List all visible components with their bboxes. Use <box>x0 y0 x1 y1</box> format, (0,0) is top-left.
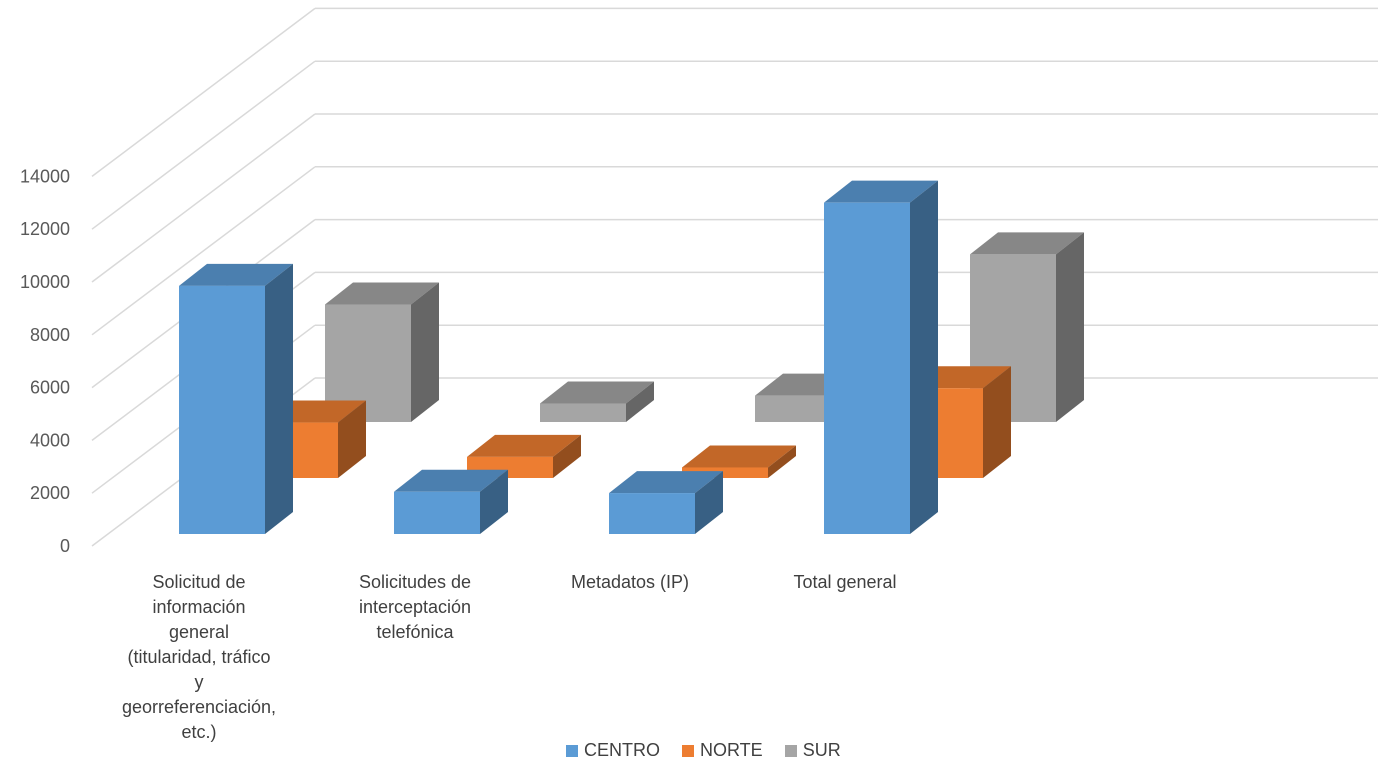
bar-front <box>179 285 265 534</box>
legend-swatch <box>682 744 694 757</box>
bar-side <box>411 282 439 422</box>
y-axis-ticks: 0 2000 4000 6000 8000 10000 12000 14000 <box>20 166 70 556</box>
y-tick-label: 10000 <box>20 272 70 292</box>
gridline-diagonal <box>91 7 316 177</box>
category-label: Solicitudes de interceptación telefónica <box>358 572 472 642</box>
bar-side <box>1056 232 1084 422</box>
y-tick-label: 8000 <box>30 325 70 345</box>
bar-side <box>983 366 1011 478</box>
bar-top <box>824 180 938 203</box>
bar-front <box>609 493 695 534</box>
bar-side <box>695 471 723 534</box>
bar-side <box>910 180 938 534</box>
bar-side <box>480 469 508 534</box>
bar-top <box>179 263 293 286</box>
y-tick-label: 0 <box>60 536 70 556</box>
bar-top <box>467 434 581 457</box>
bar-top <box>540 381 654 404</box>
bar-side <box>768 445 796 478</box>
gridline-diagonal <box>91 113 316 283</box>
bar-top <box>682 445 796 468</box>
bar-side <box>553 434 581 478</box>
y-tick-label: 6000 <box>30 378 70 398</box>
legend-item-norte: NORTE <box>682 740 763 761</box>
bar-centro <box>609 471 723 534</box>
y-tick-label: 4000 <box>30 430 70 450</box>
bar-top <box>325 282 439 305</box>
bars <box>179 180 1084 534</box>
legend-swatch <box>566 744 578 757</box>
bar-front <box>824 202 910 534</box>
bar-centro <box>824 180 938 534</box>
bar-centro <box>394 469 508 534</box>
bar-norte <box>467 434 581 478</box>
y-tick-label: 2000 <box>30 483 70 503</box>
bar-top <box>394 469 508 492</box>
legend-item-centro: CENTRO <box>566 740 660 761</box>
category-label: Total general <box>793 572 897 592</box>
legend-label: CENTRO <box>584 740 660 760</box>
gridline-diagonal <box>91 166 316 336</box>
bar-top <box>609 471 723 494</box>
y-tick-label: 12000 <box>20 219 70 239</box>
bar-top <box>970 232 1084 255</box>
bar-front <box>682 467 768 478</box>
bar-side <box>338 400 366 478</box>
bar-norte <box>682 445 796 478</box>
gridline-diagonal <box>91 60 316 230</box>
y-tick-label: 14000 <box>20 166 70 186</box>
legend-swatch <box>784 744 797 757</box>
category-label: Solicitud de información general (titula… <box>121 572 277 742</box>
legend-label: SUR <box>802 740 841 760</box>
legend-label: NORTE <box>700 740 763 760</box>
bar-centro <box>179 263 293 534</box>
bar-side <box>265 263 293 534</box>
bar-front <box>540 403 626 422</box>
bar-sur <box>970 232 1084 422</box>
legend: CENTRO NORTE SUR <box>566 740 841 761</box>
bar-front <box>394 491 480 534</box>
category-label: Metadatos (IP) <box>570 572 690 592</box>
legend-item-sur: SUR <box>784 740 841 761</box>
bar-sur <box>540 381 654 422</box>
bar-side <box>626 381 654 422</box>
